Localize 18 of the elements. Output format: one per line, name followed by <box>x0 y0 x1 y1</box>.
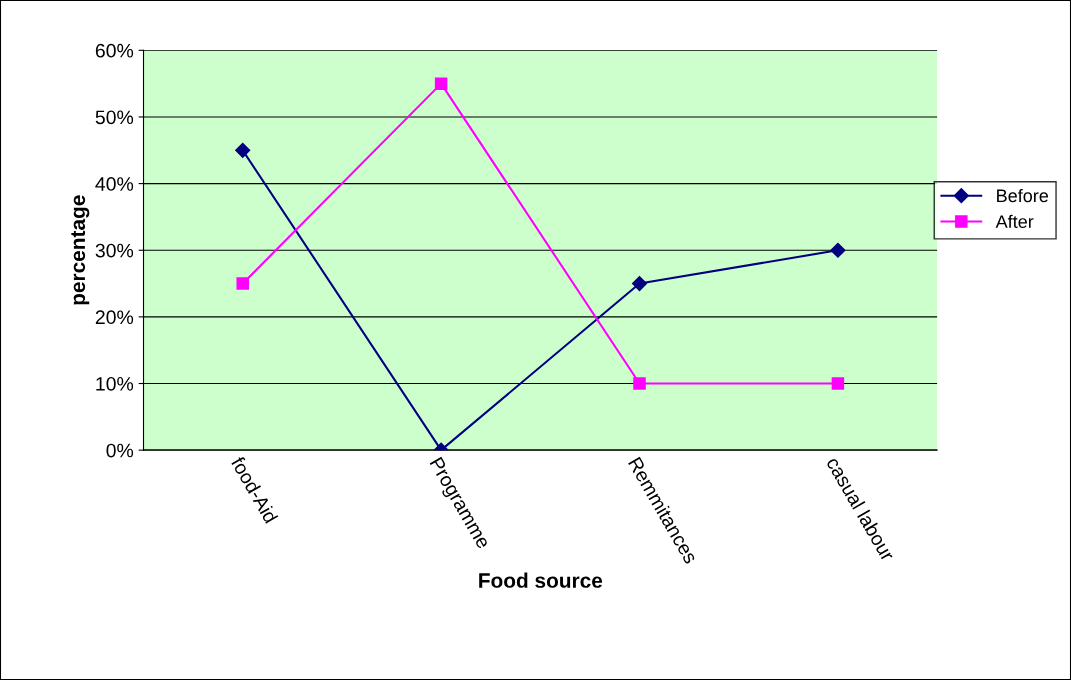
y-tick-label: 60% <box>95 43 134 58</box>
y-tick-label: 20% <box>95 310 134 325</box>
y-axis-title: percentage <box>71 195 90 305</box>
y-tick-label: 0% <box>106 443 134 458</box>
x-axis-title: Food source <box>479 572 603 588</box>
legend-label: Before <box>997 188 1049 203</box>
point <box>830 242 846 258</box>
point <box>434 77 448 90</box>
y-tick-label: 10% <box>96 376 134 391</box>
y-tick-label: 30% <box>95 243 134 258</box>
point <box>236 277 249 290</box>
point <box>631 275 648 292</box>
y-tick-label: 50% <box>95 110 134 125</box>
y-tick-label: 40% <box>95 177 134 191</box>
legend-label: After <box>995 214 1034 229</box>
point <box>831 377 845 390</box>
point <box>235 142 251 158</box>
point <box>633 377 646 390</box>
